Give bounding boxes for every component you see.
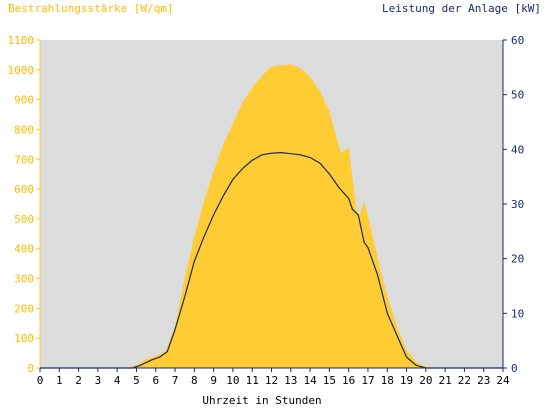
left-tick-label: 800 [14,123,34,136]
right-tick-label: 30 [511,198,524,211]
x-tick-label: 17 [361,374,374,387]
x-tick-label: 14 [303,374,317,387]
x-tick-label: 19 [400,374,413,387]
left-tick-label: 700 [14,153,34,166]
left-tick-label: 1100 [8,34,35,47]
x-tick-label: 16 [342,374,355,387]
left-tick-label: 500 [14,213,34,226]
power-line [40,151,503,369]
right-tick-label: 10 [511,307,524,320]
left-tick-label: 600 [14,183,34,196]
x-tick-label: 2 [75,374,82,387]
irradiance-area [40,64,503,368]
right-tick-label: 20 [511,253,524,266]
x-tick-label: 22 [458,374,471,387]
left-tick-label: 1000 [8,64,35,77]
x-tick-label: 1 [56,374,63,387]
x-tick-label: 12 [265,374,278,387]
left-tick-label: 400 [14,243,34,256]
x-tick-label: 23 [477,374,490,387]
x-tick-label: 20 [419,374,432,387]
x-axis-title: Uhrzeit in Stunden [202,394,321,407]
right-axis-title: Leistung der Anlage [kW] [382,2,541,15]
right-tick-label: 60 [511,34,524,47]
x-tick-label: 6 [152,374,159,387]
x-tick-label: 11 [246,374,259,387]
x-tick-label: 9 [210,374,217,387]
x-tick-label: 15 [323,374,336,387]
x-tick-label: 10 [226,374,239,387]
left-axis-title: Bestrahlungsstärke [W/qm] [8,2,174,15]
left-tick-label: 300 [14,273,34,286]
right-tick-label: 40 [511,143,524,156]
left-tick-label: 200 [14,302,34,315]
x-tick-label: 3 [95,374,102,387]
x-tick-label: 24 [496,374,510,387]
x-tick-label: 8 [191,374,198,387]
x-tick-label: 21 [439,374,452,387]
right-tick-label: 50 [511,89,524,102]
x-tick-label: 5 [133,374,140,387]
x-tick-label: 18 [381,374,394,387]
x-tick-label: 13 [284,374,297,387]
left-tick-label: 100 [14,332,34,345]
right-tick-label: 0 [511,362,518,375]
x-tick-label: 4 [114,374,121,387]
axis-ticks: 0100200300400500600700800900100011000102… [8,34,525,387]
left-tick-label: 900 [14,94,34,107]
x-tick-label: 7 [172,374,179,387]
left-tick-label: 0 [27,362,34,375]
x-tick-label: 0 [37,374,44,387]
